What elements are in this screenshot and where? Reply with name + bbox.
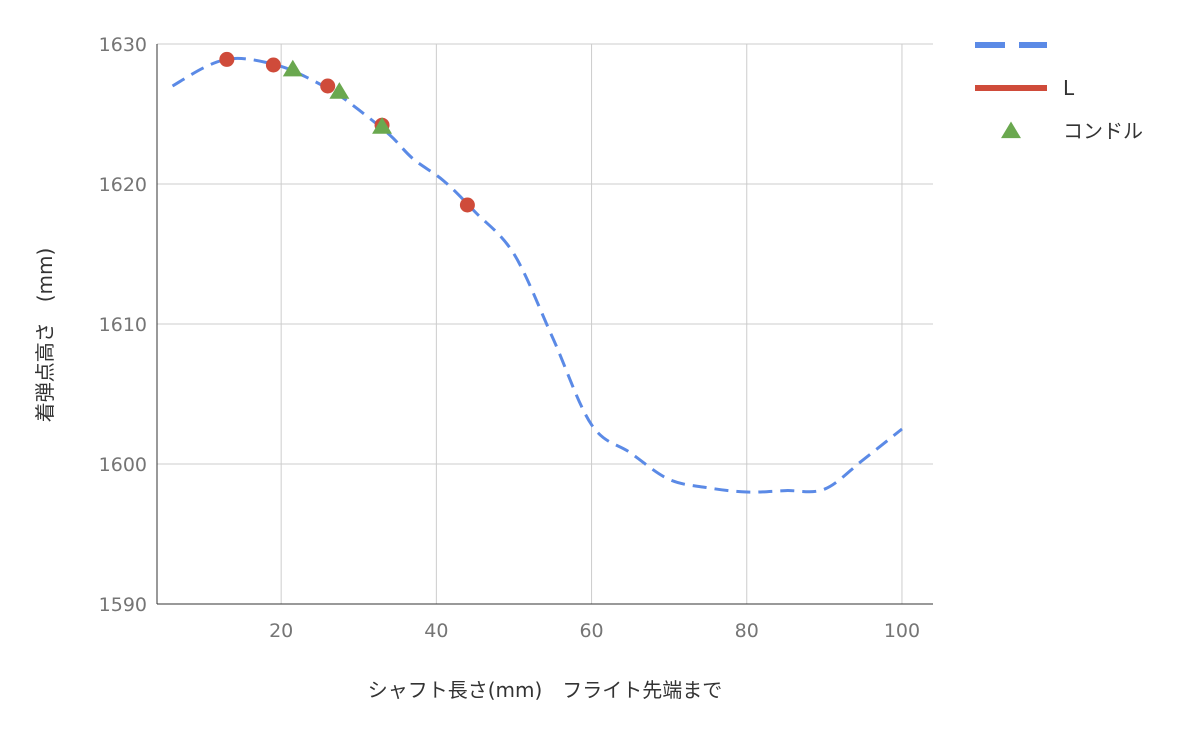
y-tick-label: 1610 [99, 314, 147, 336]
legend-label: コンドル [1063, 119, 1143, 143]
x-tick-label: 20 [269, 620, 293, 642]
y-tick-label: 1600 [99, 454, 147, 476]
y-tick-label: 1590 [99, 594, 147, 616]
legend: L コンドル [975, 42, 1143, 143]
data-point-circle [219, 51, 235, 67]
grid-lines [157, 43, 933, 604]
data-point-triangle [372, 117, 393, 134]
data-point-triangle [329, 82, 350, 99]
y-axis-title: 着弾点高さ (mm) [33, 248, 57, 423]
y-tick-label: 1630 [99, 34, 147, 56]
data-point-circle [320, 78, 336, 94]
x-tick-label: 100 [884, 620, 920, 642]
x-tick-label: 40 [424, 620, 448, 642]
legend-label: L [1063, 76, 1075, 100]
x-tick-label: 60 [579, 620, 603, 642]
tick-labels: 1590 1600 1610 1620 1630 20 40 60 80 100 [99, 34, 920, 642]
data-point-circle [265, 57, 281, 73]
legend-swatch-triangle [1001, 121, 1021, 139]
x-axis-title: シャフト長さ(mm) フライト先端まで [368, 678, 723, 702]
series-line [171, 56, 903, 494]
series [171, 51, 903, 494]
data-point-triangle [282, 59, 303, 77]
axes [156, 44, 933, 605]
x-tick-label: 80 [735, 620, 759, 642]
y-tick-label: 1620 [99, 174, 147, 196]
data-point-circle [459, 197, 475, 213]
